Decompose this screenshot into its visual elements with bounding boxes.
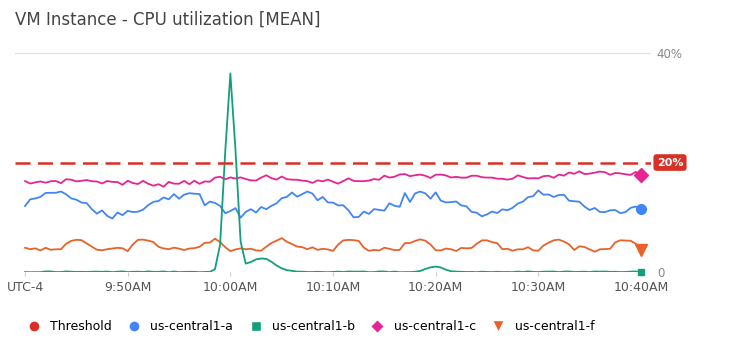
Legend: Threshold, us-central1-a, us-central1-b, us-central1-c, us-central1-f: Threshold, us-central1-a, us-central1-b,…: [21, 320, 594, 333]
Text: 20%: 20%: [657, 157, 683, 168]
Text: VM Instance - CPU utilization [MEAN]: VM Instance - CPU utilization [MEAN]: [15, 11, 320, 29]
